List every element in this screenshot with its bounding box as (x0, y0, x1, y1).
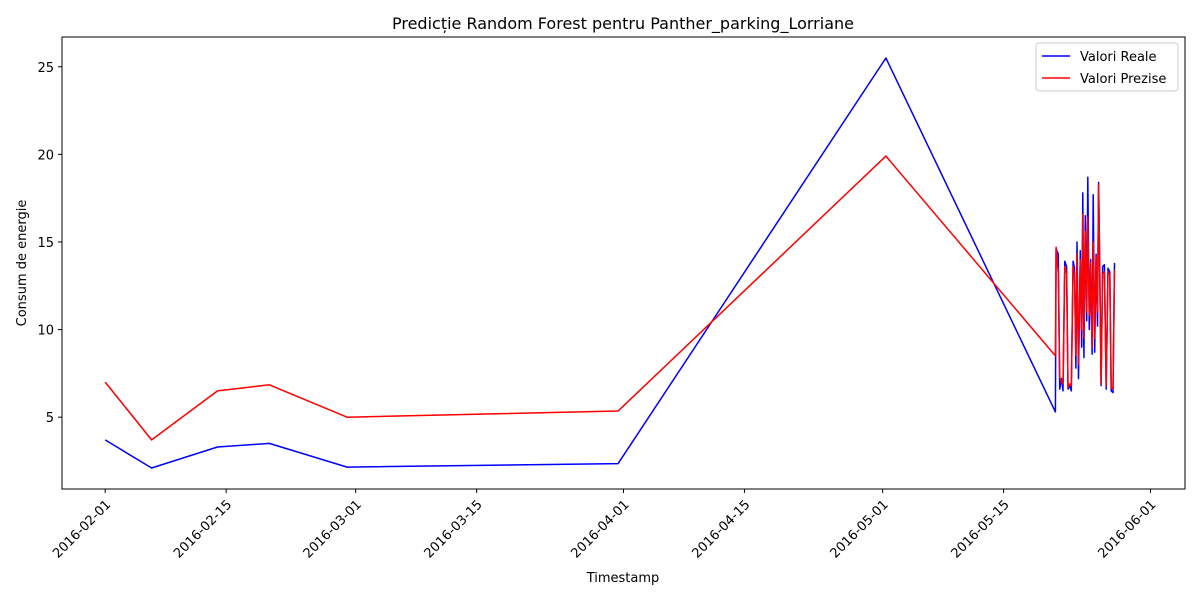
plot-series (104, 57, 1116, 469)
x-axis-label: Timestamp (586, 571, 660, 586)
series-line-valori-prezise (104, 155, 1116, 441)
series-line-valori-reale (104, 57, 1116, 469)
y-tick-label: 15 (37, 236, 54, 251)
y-axis-label: Consum de energie (15, 200, 30, 327)
x-tick-label: 2016-03-15 (422, 497, 486, 561)
x-tick-label: 2016-06-01 (1095, 497, 1159, 561)
y-tick-label: 25 (37, 61, 54, 76)
y-tick-label: 20 (37, 148, 54, 163)
x-tick-label: 2016-04-01 (569, 497, 633, 561)
legend-label: Valori Prezise (1080, 72, 1166, 87)
x-tick-label: 2016-02-15 (171, 497, 235, 561)
plot-frame (61, 36, 1186, 490)
y-axis: 5 10 15 20 25 (37, 61, 62, 426)
x-axis: 2016-02-01 2016-02-15 2016-03-01 2016-03-15… (50, 489, 1159, 561)
legend-box (1035, 42, 1179, 92)
chart-title: Predicție Random Forest pentru Panther_p… (392, 14, 854, 34)
legend-label: Valori Reale (1080, 50, 1157, 65)
x-tick-label: 2016-05-01 (828, 497, 892, 561)
y-tick-label: 10 (37, 324, 54, 339)
y-tick-label: 5 (46, 411, 54, 426)
x-tick-label: 2016-02-01 (50, 497, 114, 561)
x-tick-label: 2016-03-01 (301, 497, 365, 561)
legend: Valori Reale Valori Prezise (1035, 42, 1179, 92)
x-tick-label: 2016-04-15 (689, 497, 753, 561)
x-tick-label: 2016-05-15 (949, 497, 1013, 561)
